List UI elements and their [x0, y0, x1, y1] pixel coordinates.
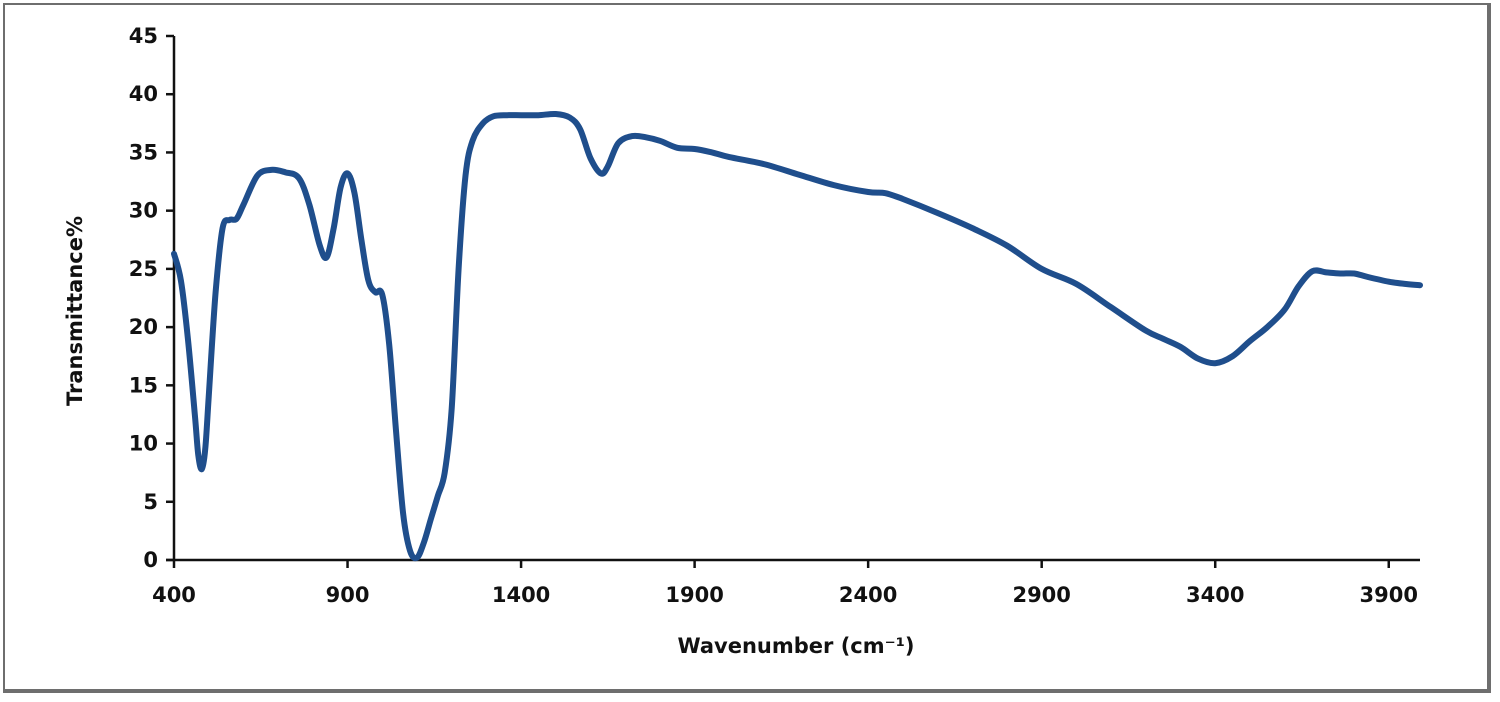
x-tick-label: 400: [152, 583, 196, 607]
x-tick-label: 900: [326, 583, 370, 607]
x-tick-label: 2400: [839, 583, 897, 607]
x-tick-label: 3900: [1360, 583, 1418, 607]
y-tick-label: 35: [129, 140, 158, 164]
y-axis: 0 5 10 15 20 25 30 35 40 45: [129, 24, 176, 572]
y-tick-label: 0: [143, 548, 158, 572]
y-tick-label: 5: [143, 490, 158, 514]
y-tick-label: 30: [129, 199, 158, 223]
x-axis: 400 900 1400 1900 2400 2900 3400 3900: [152, 558, 1420, 607]
y-tick-label: 15: [129, 373, 158, 397]
y-tick-label: 25: [129, 257, 158, 281]
x-tick-label: 3400: [1186, 583, 1244, 607]
y-tick-label: 45: [129, 24, 158, 48]
y-axis-title: Transmittance%: [63, 216, 87, 406]
x-tick-label: 1900: [665, 583, 723, 607]
transmittance-line: [171, 110, 1423, 562]
y-tick-label: 40: [129, 82, 158, 106]
x-tick-label: 2900: [1012, 583, 1070, 607]
x-tick-label: 1400: [492, 583, 550, 607]
x-axis-title: Wavenumber (cm⁻¹): [677, 634, 914, 658]
y-tick-label: 20: [129, 315, 158, 339]
y-tick-label: 10: [129, 432, 158, 456]
